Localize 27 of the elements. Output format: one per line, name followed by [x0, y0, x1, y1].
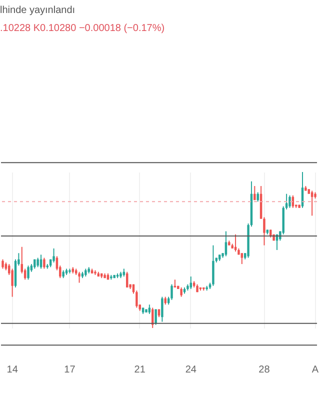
candlestick: [212, 244, 214, 286]
text: .10228 K0.10280 −0.00018 (−0.17%): [0, 22, 166, 36]
x-tick-label: 14: [6, 364, 18, 376]
candlestick: [2, 258, 4, 270]
candlestick: [27, 265, 30, 280]
text: lhinde yayınlandı: [0, 4, 76, 18]
x-tick-label: A: [312, 364, 319, 376]
candlestick: [288, 194, 291, 208]
candlestick: [254, 186, 256, 201]
candlestick: [43, 257, 46, 270]
candlestick: [240, 252, 244, 265]
candlestick: [154, 308, 157, 326]
candlestick: [126, 271, 128, 288]
candlestick: [52, 248, 55, 263]
candlestick: [148, 304, 151, 314]
candlestick: [78, 271, 80, 284]
x-tick-label: 17: [64, 364, 76, 376]
x-tick-label: 24: [185, 364, 197, 376]
candlestick: [36, 257, 39, 268]
candlestick: [170, 284, 173, 300]
candlestick: [180, 286, 182, 298]
x-tick-label: 28: [258, 364, 270, 376]
x-tick-label: 21: [134, 364, 146, 376]
candlestick: [11, 268, 14, 298]
candlestick: [161, 296, 164, 322]
candlestick: [256, 192, 259, 202]
candlestick: [224, 230, 228, 257]
